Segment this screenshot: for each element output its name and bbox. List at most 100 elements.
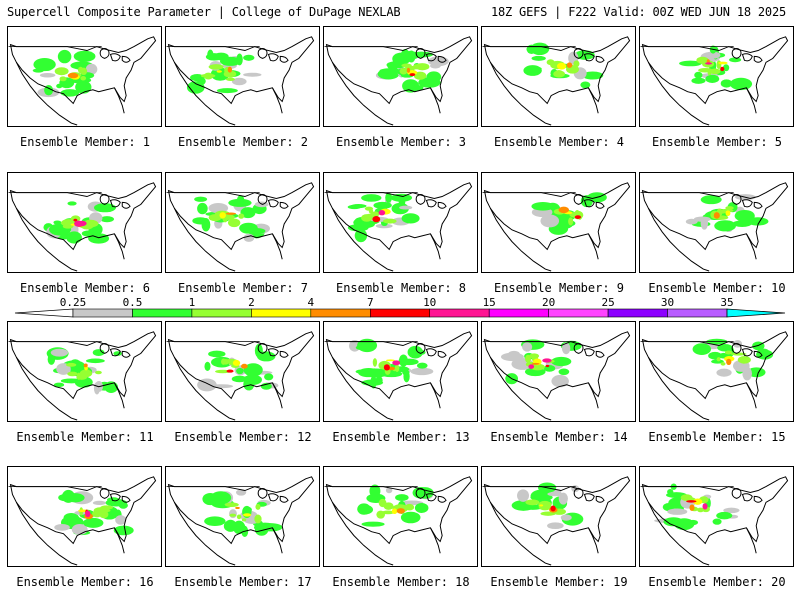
scp-field-map [482,182,631,272]
scp-contour [716,357,721,362]
scp-contour [400,511,421,524]
scp-field-map [482,36,631,126]
scp-contour [693,498,703,505]
scp-contour [545,364,550,368]
scp-contour [375,223,393,229]
mexico-coast [647,357,710,421]
colorbar-tick-label: 2 [248,296,255,309]
scp-contour [558,206,570,214]
scp-contour [692,343,712,356]
scp-contour [539,504,544,507]
scp-contour [430,63,441,69]
colorbar-tick-label: 15 [483,296,496,309]
scp-contour [741,358,746,364]
scp-contour [57,49,72,64]
scp-contour [686,500,697,503]
scp-field-map [8,331,157,421]
scp-contour [680,494,693,501]
scp-contour [391,508,398,515]
member-label: Ensemble Member: 12 [174,430,312,444]
scp-contour [410,367,434,376]
scp-contour [411,85,424,91]
scp-field-map [482,476,631,566]
colorbar-tick-label: 25 [601,296,614,309]
scp-contour [243,233,255,242]
scp-contour [237,195,245,204]
mexico-coast [489,208,552,272]
scp-contour [61,489,75,503]
florida-coast [271,527,283,554]
scp-contour [73,50,96,62]
scp-contour [379,68,401,73]
scp-contour [92,349,105,357]
florida-coast [587,382,599,409]
scp-contour [522,342,533,352]
member-map-15 [639,321,794,422]
scp-contour [254,514,262,524]
colorbar-swatch [488,308,550,318]
scp-field-map [324,331,473,421]
scp-contour [67,201,77,206]
scp-field-map [324,476,473,566]
scp-contour [350,203,367,209]
mexico-coast [15,357,78,421]
member-map-14 [481,321,636,422]
member-map-19 [481,466,636,567]
scp-contour [224,519,237,532]
member-map-6 [7,172,162,273]
scp-contour [402,369,410,376]
scp-contour [702,503,708,510]
florida-coast [429,233,441,260]
scp-contour [192,217,209,225]
member-label: Ensemble Member: 6 [19,281,151,295]
member-label: Ensemble Member: 4 [493,135,625,149]
scp-contour [722,64,730,72]
scp-contour [734,209,755,222]
scp-contour [409,51,434,58]
florida-coast [587,233,599,260]
scp-contour [558,368,570,376]
florida-coast [429,382,441,409]
scp-contour [80,76,87,81]
scp-contour [386,61,407,69]
colorbar-swatch [429,308,490,318]
scp-contour [714,220,737,232]
scp-contour [207,49,214,61]
scp-contour [731,352,747,356]
member-map-7 [165,172,320,273]
member-label: Ensemble Member: 11 [16,430,154,444]
scp-contour [716,368,732,377]
scp-contour [73,218,78,222]
scp-contour [372,358,378,367]
scp-contour [543,365,556,372]
colorbar-swatch [369,308,431,318]
colorbar-swatch [251,308,312,318]
scp-contour [79,369,93,378]
scp-contour [414,502,429,513]
scp-contour [726,358,732,366]
scp-contour [547,522,564,530]
member-map-3 [323,26,478,127]
scp-contour [396,508,405,514]
florida-coast [429,87,441,114]
scp-contour [716,511,733,520]
mexico-coast [173,502,236,566]
scp-contour [531,362,540,365]
scp-contour [80,67,88,76]
scp-contour [59,76,67,82]
scp-contour [53,382,65,388]
great-lakes [257,343,289,358]
scp-contour [385,487,393,494]
mexico-coast [331,62,394,126]
mexico-coast [173,357,236,421]
mexico-coast [489,62,552,126]
scp-field-map [8,476,157,566]
scp-contour [208,64,224,70]
scp-contour [704,51,721,59]
colorbar-tick-label: 0.5 [123,296,143,309]
scp-contour [33,57,56,72]
colorbar-tick-label: 0.25 [60,296,87,309]
scp-contour [729,57,742,63]
scp-contour [216,88,238,94]
scp-contour [525,354,531,363]
